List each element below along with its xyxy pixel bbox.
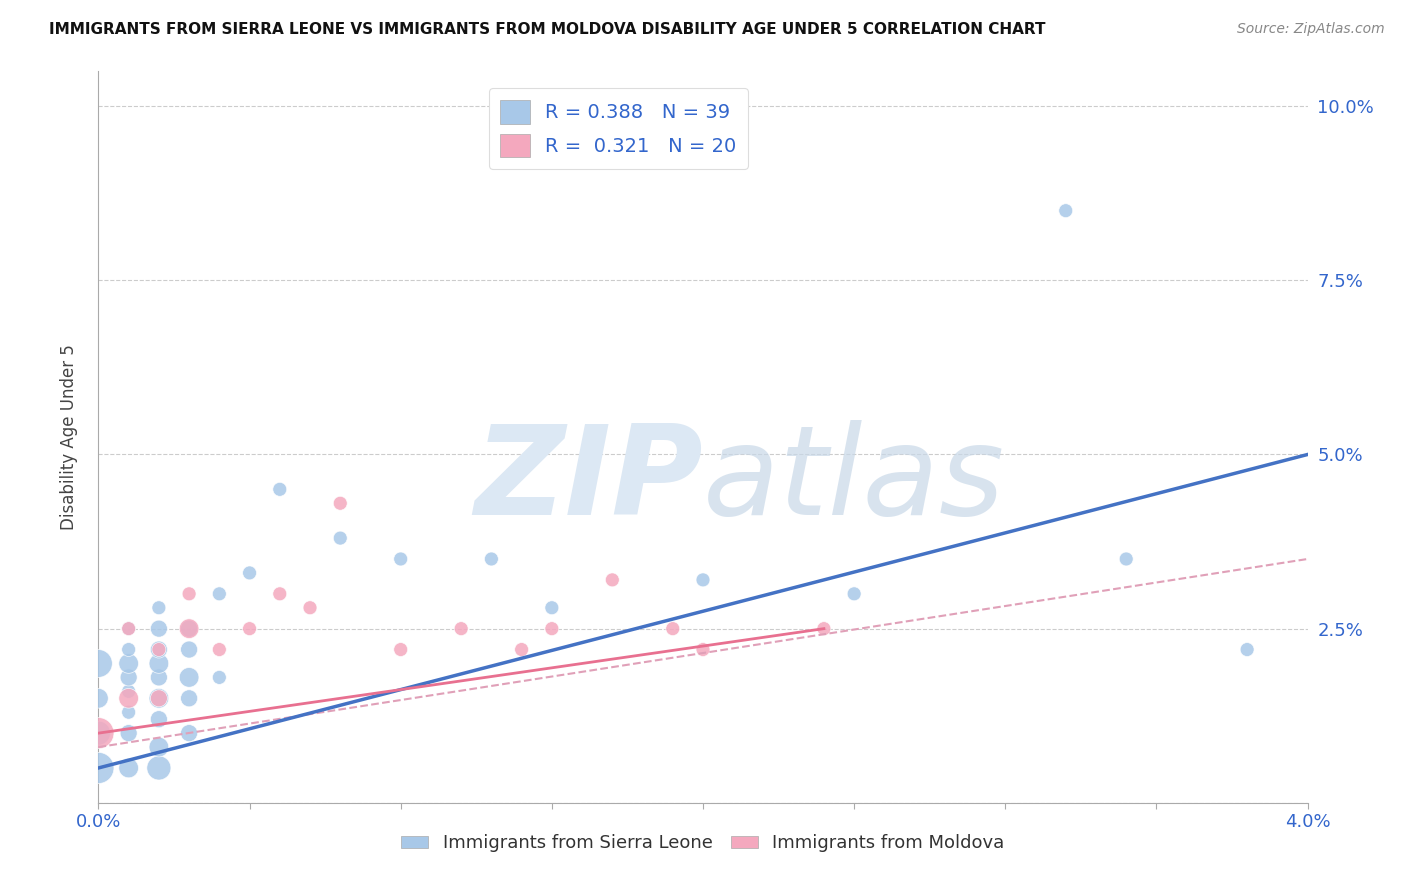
Point bbox=[692, 573, 714, 587]
Point bbox=[239, 622, 262, 636]
Point bbox=[602, 573, 624, 587]
Text: Source: ZipAtlas.com: Source: ZipAtlas.com bbox=[1237, 22, 1385, 37]
Point bbox=[118, 657, 141, 671]
Point bbox=[118, 642, 141, 657]
Point bbox=[813, 622, 835, 636]
Point bbox=[540, 600, 562, 615]
Point bbox=[118, 705, 141, 719]
Point bbox=[208, 670, 231, 684]
Point bbox=[299, 600, 322, 615]
Point bbox=[661, 622, 683, 636]
Point bbox=[179, 691, 201, 706]
Point bbox=[87, 761, 110, 775]
Point bbox=[87, 691, 110, 706]
Point bbox=[118, 670, 141, 684]
Point bbox=[148, 600, 170, 615]
Point bbox=[269, 587, 291, 601]
Point bbox=[148, 642, 170, 657]
Y-axis label: Disability Age Under 5: Disability Age Under 5 bbox=[59, 344, 77, 530]
Point bbox=[118, 726, 141, 740]
Point bbox=[510, 642, 533, 657]
Point bbox=[329, 531, 352, 545]
Point bbox=[118, 622, 141, 636]
Point bbox=[1054, 203, 1077, 218]
Point bbox=[844, 587, 866, 601]
Point bbox=[148, 670, 170, 684]
Point bbox=[87, 657, 110, 671]
Point bbox=[118, 684, 141, 698]
Point bbox=[87, 726, 110, 740]
Point bbox=[118, 691, 141, 706]
Point bbox=[208, 587, 231, 601]
Text: ZIP: ZIP bbox=[474, 420, 703, 541]
Point bbox=[540, 622, 562, 636]
Legend: Immigrants from Sierra Leone, Immigrants from Moldova: Immigrants from Sierra Leone, Immigrants… bbox=[394, 827, 1012, 860]
Point bbox=[179, 642, 201, 657]
Point bbox=[450, 622, 472, 636]
Point bbox=[148, 622, 170, 636]
Point bbox=[389, 552, 412, 566]
Point bbox=[148, 740, 170, 755]
Point bbox=[118, 622, 141, 636]
Point bbox=[179, 622, 201, 636]
Point bbox=[87, 726, 110, 740]
Point bbox=[179, 726, 201, 740]
Point bbox=[269, 483, 291, 497]
Point bbox=[148, 712, 170, 726]
Point bbox=[148, 761, 170, 775]
Point bbox=[179, 670, 201, 684]
Point bbox=[329, 496, 352, 510]
Point bbox=[148, 657, 170, 671]
Point bbox=[179, 622, 201, 636]
Text: IMMIGRANTS FROM SIERRA LEONE VS IMMIGRANTS FROM MOLDOVA DISABILITY AGE UNDER 5 C: IMMIGRANTS FROM SIERRA LEONE VS IMMIGRAN… bbox=[49, 22, 1046, 37]
Point bbox=[389, 642, 412, 657]
Point bbox=[239, 566, 262, 580]
Point bbox=[208, 642, 231, 657]
Point bbox=[1115, 552, 1137, 566]
Point bbox=[179, 587, 201, 601]
Point bbox=[148, 691, 170, 706]
Point bbox=[148, 691, 170, 706]
Text: atlas: atlas bbox=[703, 420, 1005, 541]
Point bbox=[481, 552, 503, 566]
Point bbox=[118, 761, 141, 775]
Point bbox=[692, 642, 714, 657]
Point bbox=[148, 642, 170, 657]
Point bbox=[1236, 642, 1258, 657]
